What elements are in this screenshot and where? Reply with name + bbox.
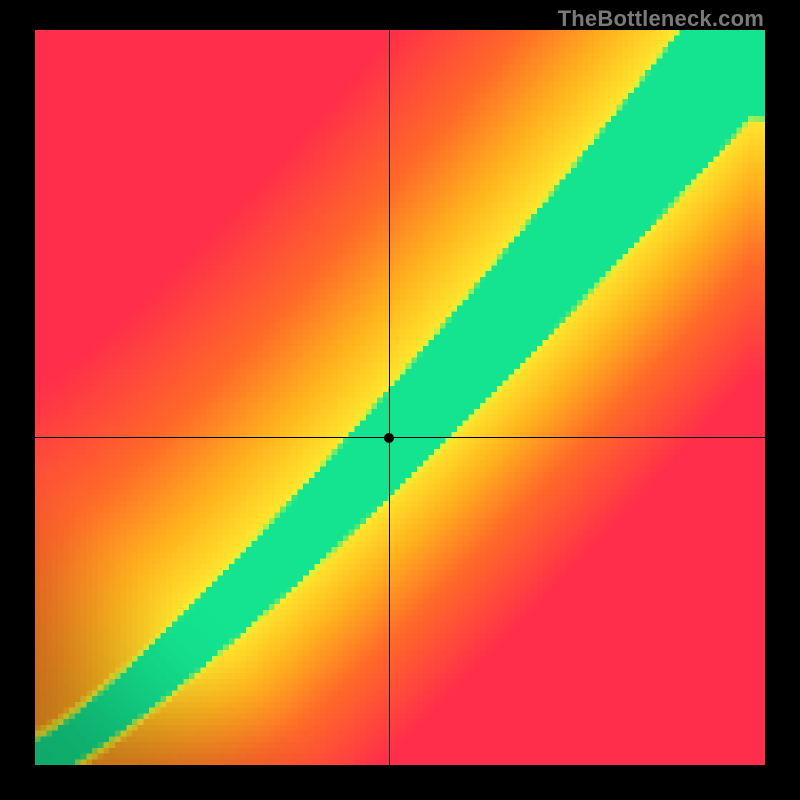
bottleneck-heatmap <box>35 30 765 765</box>
crosshair-marker-dot <box>384 433 394 443</box>
crosshair-horizontal <box>35 437 765 438</box>
chart-container: TheBottleneck.com <box>0 0 800 800</box>
crosshair-vertical <box>389 30 390 765</box>
watermark-text: TheBottleneck.com <box>558 6 764 32</box>
